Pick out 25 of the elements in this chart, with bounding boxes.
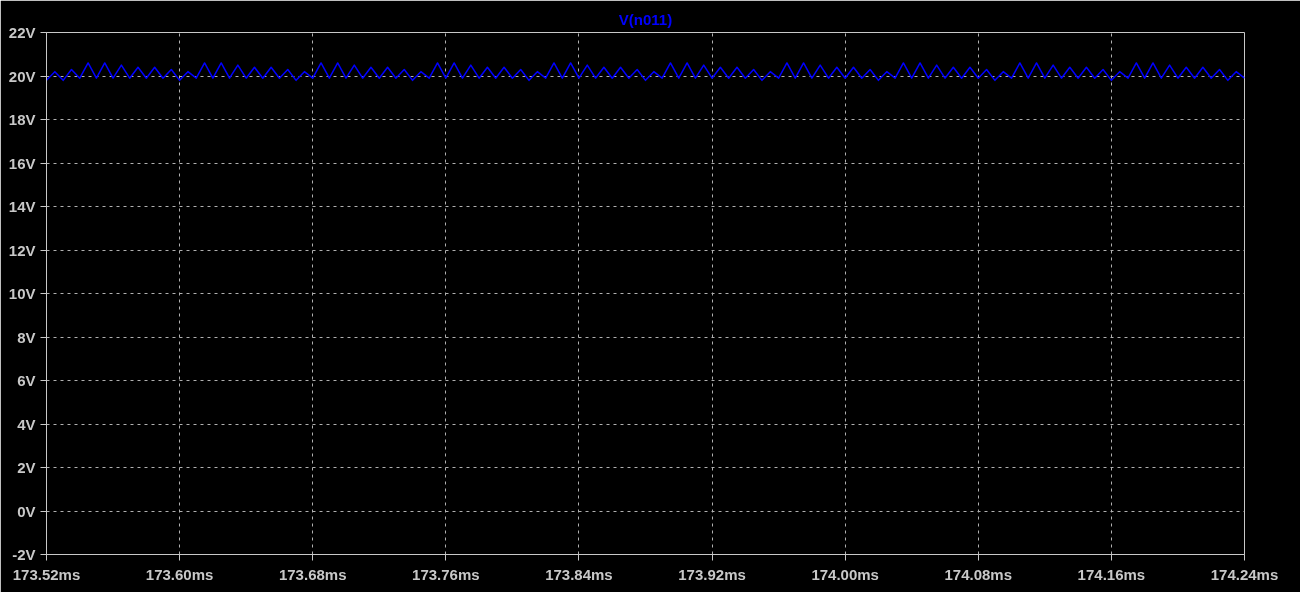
y-tick-label: 0V	[17, 502, 36, 520]
y-tick-label: 14V	[8, 198, 36, 215]
y-tick-label: -2V	[12, 546, 36, 563]
x-tick-label: 173.84ms	[545, 565, 613, 583]
y-tick-label: 2V	[17, 459, 36, 476]
y-tick-label: 4V	[17, 415, 36, 433]
x-tick-label: 173.52ms	[12, 565, 81, 583]
chart-title: V(n011)	[618, 10, 673, 28]
y-tick-label: 16V	[8, 154, 36, 172]
y-tick-label: 22V	[8, 24, 36, 41]
y-tick-label: 20V	[8, 67, 36, 85]
y-tick-label: 18V	[8, 111, 36, 128]
y-tick-label: 12V	[8, 241, 36, 259]
x-tick-label: 173.92ms	[678, 565, 746, 583]
x-tick-label: 173.60ms	[145, 565, 214, 583]
x-tick-label: 174.08ms	[944, 565, 1013, 583]
y-tick-label: 10V	[8, 285, 36, 302]
x-tick-label: 173.76ms	[412, 565, 480, 583]
y-tick-label: 6V	[17, 372, 36, 389]
x-tick-label: 173.68ms	[278, 565, 347, 583]
x-tick-label: 174.24ms	[1210, 565, 1279, 583]
line-series	[46, 62, 1245, 82]
x-tick-label: 174.16ms	[1077, 565, 1146, 583]
x-tick-label: 174.00ms	[811, 565, 879, 583]
y-tick-label: 8V	[17, 328, 36, 346]
